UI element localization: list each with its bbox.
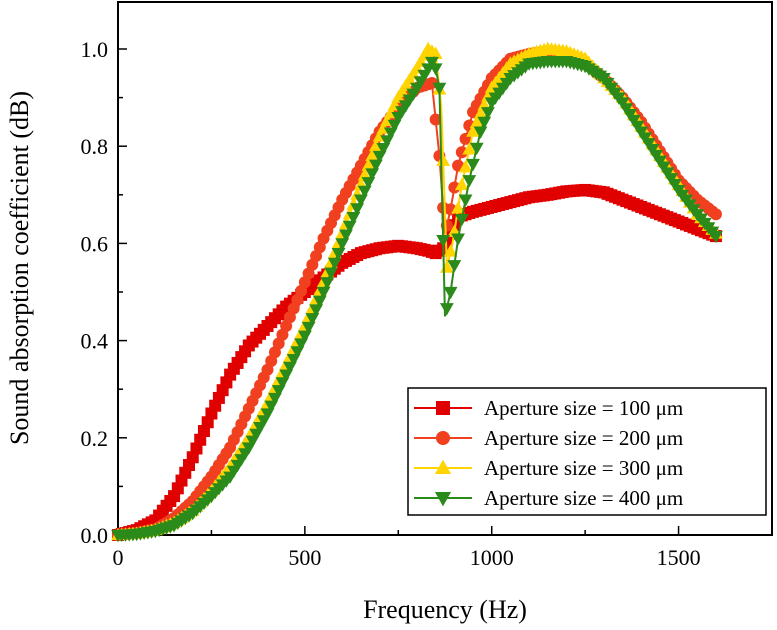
y-tick-label: 0.4 (81, 329, 109, 354)
y-axis-title: Sound absorption coefficient (dB) (5, 91, 34, 445)
data-point (339, 229, 353, 242)
data-point (354, 194, 368, 207)
data-point (305, 313, 320, 326)
legend-marker (434, 459, 452, 474)
data-point (368, 139, 383, 152)
data-point (312, 295, 327, 308)
data-point (346, 212, 361, 225)
data-point (320, 277, 335, 290)
data-point (331, 248, 346, 261)
y-tick-label: 0.2 (81, 426, 109, 451)
plot-frame (117, 1, 773, 536)
data-point (443, 286, 458, 300)
data-point (477, 116, 492, 130)
data-point (458, 160, 473, 173)
data-point (357, 185, 372, 199)
data-point (440, 219, 453, 232)
data-point (451, 233, 465, 246)
data-point (327, 257, 342, 271)
data-point (709, 231, 723, 244)
data-point (428, 63, 443, 76)
y-tick-label: 0.0 (81, 523, 109, 548)
data-point (324, 267, 338, 280)
x-tick-label: 1500 (657, 545, 701, 570)
data-point (335, 238, 350, 251)
y-tick-label: 1.0 (81, 37, 109, 62)
data-point (469, 142, 484, 156)
legend-marker (436, 401, 450, 415)
data-point (439, 303, 454, 316)
data-point (309, 304, 323, 317)
legend: Aperture size = 100 μm Aperture size = 20… (407, 387, 767, 516)
data-point (458, 194, 473, 207)
data-point (428, 46, 443, 59)
y-tick-label: 0.8 (81, 134, 109, 159)
legend-label: Aperture size = 100 μm (484, 396, 683, 420)
data-point (462, 142, 477, 155)
legend-label: Aperture size = 300 μm (484, 456, 683, 480)
tick-labels: 0 500 1000 1500 0.0 0.2 0.4 0.6 0.8 1.0 (81, 37, 701, 570)
data-point (350, 203, 365, 216)
series-layer (111, 41, 723, 543)
x-axis-title: Frequency (Hz) (363, 595, 527, 624)
data-point (365, 168, 380, 181)
data-point (469, 115, 484, 128)
x-tick-label: 0 (113, 545, 124, 570)
data-point (432, 82, 447, 96)
data-point (473, 126, 488, 139)
data-point (466, 158, 480, 172)
x-tick-label: 500 (288, 545, 321, 570)
data-point (455, 146, 468, 159)
data-point (436, 153, 451, 166)
x-tick-label: 1000 (470, 545, 514, 570)
legend-box (407, 387, 767, 516)
data-point (462, 175, 477, 188)
data-point (436, 235, 451, 248)
data-point (365, 148, 380, 162)
data-point (473, 106, 488, 120)
legend-label: Aperture size = 400 μm (484, 486, 683, 510)
data-point (448, 181, 461, 194)
legend-marker (436, 431, 450, 445)
data-point (709, 208, 722, 221)
legend-label: Aperture size = 200 μm (484, 426, 683, 450)
data-point (481, 107, 495, 120)
data-point (447, 260, 462, 273)
data-point (361, 158, 376, 171)
data-point (361, 177, 376, 190)
data-point (301, 321, 316, 335)
data-point (342, 220, 357, 234)
data-point (454, 214, 469, 227)
data-point (443, 244, 458, 257)
series-4 (111, 55, 723, 543)
data-point (425, 56, 439, 70)
data-point (316, 286, 331, 300)
y-tick-label: 0.6 (81, 231, 109, 256)
data-point (368, 159, 383, 172)
data-point (454, 177, 469, 191)
legend-marker (434, 492, 452, 507)
data-point (297, 330, 312, 343)
data-point (466, 124, 480, 137)
data-point (451, 201, 465, 214)
data-point (429, 113, 442, 126)
